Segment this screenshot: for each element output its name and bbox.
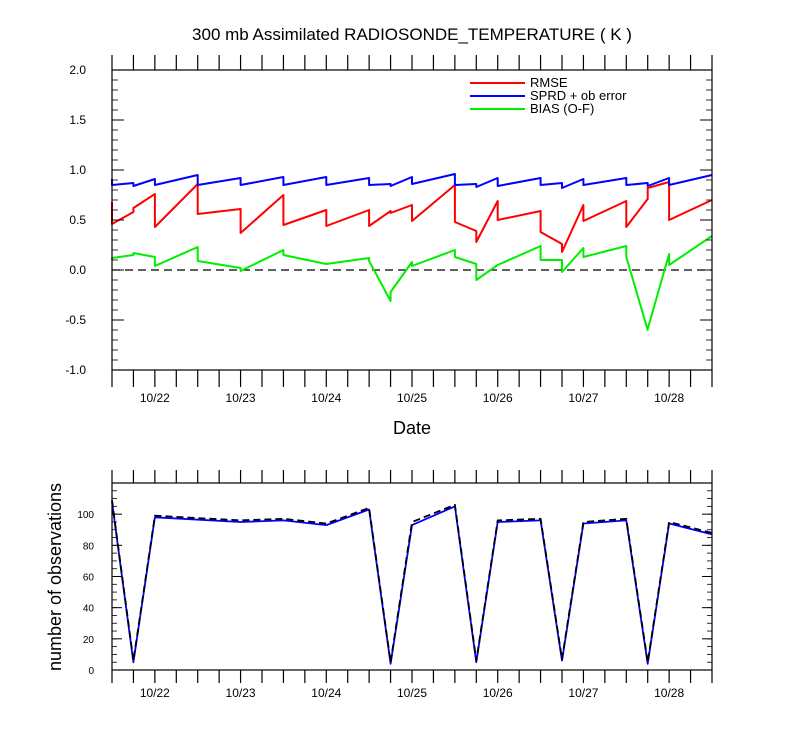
y-tick-label: 80 <box>83 541 95 552</box>
x-tick-label: 10/26 <box>483 686 513 700</box>
bottom-plot: 0 20 40 60 80 100 10/22 10/23 10/24 10/25 10/26 10/… <box>45 470 713 700</box>
y-tick-label: 2.0 <box>69 63 86 77</box>
y-tick-label: 100 <box>77 510 94 521</box>
y-axis-title: number of observations <box>45 483 65 671</box>
x-tick-label: 10/24 <box>311 391 341 405</box>
y-tick-label: 0.0 <box>69 263 86 277</box>
legend-label: BIAS (O-F) <box>530 101 594 116</box>
y-tick-label: 1.0 <box>69 163 86 177</box>
y-tick-label: 20 <box>83 635 95 646</box>
series-line-bias-o-f <box>111 235 713 331</box>
x-tick-label: 10/25 <box>397 391 427 405</box>
y-tick-label: 0.5 <box>69 213 86 227</box>
y-tick-label: -0.5 <box>65 313 86 327</box>
observations-possible-line <box>111 499 713 664</box>
x-tick-label: 10/27 <box>568 686 598 700</box>
plot-frame <box>111 482 713 671</box>
y-tick-label: 1.5 <box>69 113 86 127</box>
y-tick-label: 40 <box>83 604 95 615</box>
series-line-rmse <box>111 181 713 253</box>
x-tick-label: 10/28 <box>654 686 684 700</box>
x-tick-label: 10/25 <box>397 686 427 700</box>
top-plot: -1.0 -0.5 0.0 0.5 1.0 1.5 2.0 10/22 10/23 10/24 10… <box>65 55 713 438</box>
y-tick-label: -1.0 <box>65 363 86 377</box>
legend-label: RMSE <box>530 75 568 90</box>
x-tick-label: 10/23 <box>226 686 256 700</box>
x-tick-label: 10/23 <box>226 391 256 405</box>
legend-label: SPRD + ob error <box>530 88 627 103</box>
y-tick-label: 60 <box>83 573 95 584</box>
x-tick-label: 10/22 <box>140 391 170 405</box>
chart-title: 300 mb Assimilated RADIOSONDE_TEMPERATUR… <box>192 25 632 44</box>
x-tick-label: 10/22 <box>140 686 170 700</box>
x-axis-title: Date <box>393 418 431 438</box>
y-tick-label: 0 <box>88 666 94 677</box>
x-tick-label: 10/28 <box>654 391 684 405</box>
x-tick-label: 10/24 <box>311 686 341 700</box>
series-line-sprd-ob-error <box>111 173 713 189</box>
x-tick-label: 10/27 <box>568 391 598 405</box>
x-tick-label: 10/26 <box>483 391 513 405</box>
